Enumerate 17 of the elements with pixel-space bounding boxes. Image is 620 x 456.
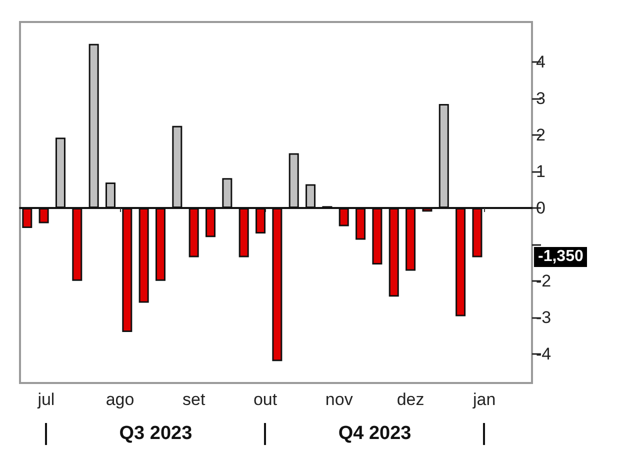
y-tick-label: -2 [536, 271, 552, 290]
y-tick-label: 3 [536, 89, 546, 108]
y-tick-label: -4 [536, 344, 552, 364]
y-tick-label: 1 [536, 162, 546, 182]
x-tick-label: ago [106, 390, 134, 409]
y-tick-label: 0 [536, 198, 546, 218]
text: -1,350 [534, 247, 588, 268]
text: Q4 2023 [338, 423, 412, 445]
x-tick-label: jan [472, 390, 496, 409]
text: Q3 2023 [119, 423, 192, 445]
x-tick-label: jul [36, 390, 55, 409]
y-tick-label: 4 [536, 52, 546, 72]
x-tick-label: dez [396, 390, 424, 409]
x-tick-label: out [253, 390, 278, 409]
x-tick-label: nov [325, 390, 354, 409]
x-tick-label: set [182, 390, 206, 409]
y-tick-label: 2 [536, 126, 546, 145]
